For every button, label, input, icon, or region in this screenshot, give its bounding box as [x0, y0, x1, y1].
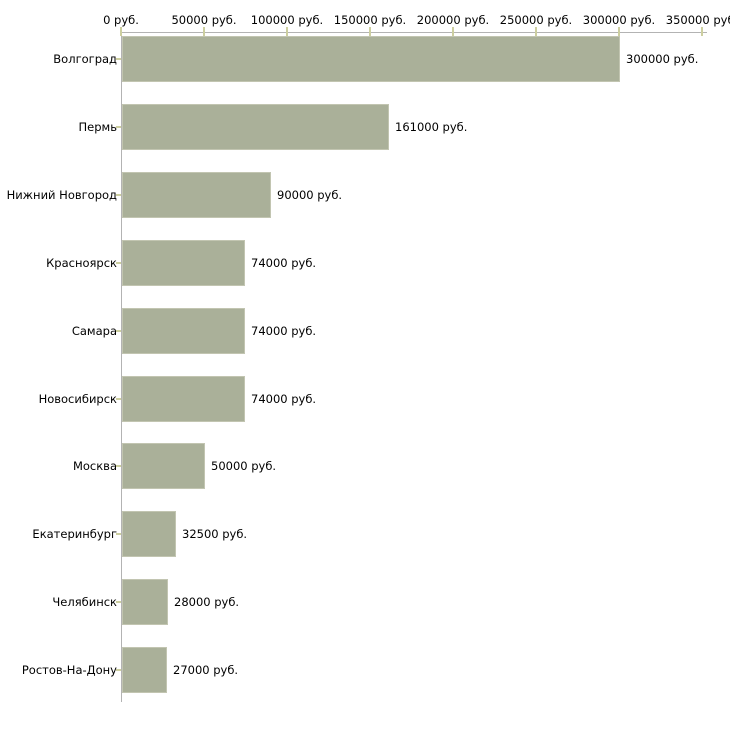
bar-value-label: 74000 руб.: [251, 255, 317, 270]
bar-3: [122, 171, 271, 218]
category-label: Пермь: [78, 119, 117, 134]
category-tick: [116, 669, 121, 672]
x-axis-tick: [286, 27, 288, 36]
bar-value-label: 50000 руб.: [211, 459, 277, 474]
x-axis-tick: [120, 27, 122, 36]
category-label: Москва: [72, 459, 117, 474]
category-label: Самара: [71, 323, 117, 338]
bar-value-label: 90000 руб.: [277, 187, 343, 202]
category-tick: [116, 601, 121, 604]
x-axis-tick: [535, 27, 537, 36]
bar-10: [122, 647, 167, 694]
category-tick: [116, 193, 121, 196]
bar-8: [122, 511, 176, 558]
bar-value-label: 28000 руб.: [174, 595, 240, 610]
y-axis-line: [121, 32, 122, 702]
bar-7: [122, 443, 205, 490]
bar-4: [122, 239, 245, 286]
category-label: Нижний Новгород: [6, 187, 117, 202]
x-axis-tick: [369, 27, 371, 36]
bar-1: [122, 36, 620, 82]
x-axis-line: [121, 32, 707, 33]
bar-6: [122, 375, 245, 422]
x-axis-tick: [452, 27, 454, 36]
x-axis-tick-label: 250000 руб.: [499, 13, 573, 27]
category-tick: [116, 533, 121, 536]
x-axis-tick: [203, 27, 205, 36]
category-tick: [116, 465, 121, 468]
bar-2: [122, 103, 389, 150]
x-axis-tick-label: 150000 руб.: [333, 13, 407, 27]
x-axis-tick-label: 100000 руб.: [250, 13, 324, 27]
x-axis-tick-label: 200000 руб.: [416, 13, 490, 27]
category-label: Челябинск: [52, 595, 117, 610]
category-tick: [116, 58, 121, 60]
x-axis-tick-label: 350000 руб.: [665, 13, 730, 27]
x-axis-tick-label: 0 руб.: [103, 13, 139, 27]
category-label: Ростов-На-Дону: [21, 663, 117, 678]
x-axis-tick: [701, 27, 703, 36]
category-label: Красноярск: [46, 255, 117, 270]
bar-value-label: 300000 руб.: [626, 52, 699, 66]
category-tick: [116, 125, 121, 128]
bar-value-label: 27000 руб.: [173, 663, 239, 678]
bar-value-label: 74000 руб.: [251, 323, 317, 338]
x-axis-tick-label: 300000 руб.: [582, 13, 656, 27]
bar-value-label: 32500 руб.: [182, 527, 248, 542]
category-tick: [116, 397, 121, 400]
x-axis-tick-label: 50000 руб.: [171, 13, 237, 27]
bar-value-label: 161000 руб.: [395, 119, 468, 134]
bar-9: [122, 579, 168, 626]
bar-5: [122, 307, 245, 354]
category-tick: [116, 329, 121, 332]
category-tick: [116, 261, 121, 264]
bar-value-label: 74000 руб.: [251, 391, 317, 406]
category-label: Новосибирск: [38, 391, 117, 406]
x-axis-tick: [618, 27, 620, 36]
category-label: Екатеринбург: [32, 527, 117, 542]
category-label: Волгоград: [53, 52, 117, 66]
